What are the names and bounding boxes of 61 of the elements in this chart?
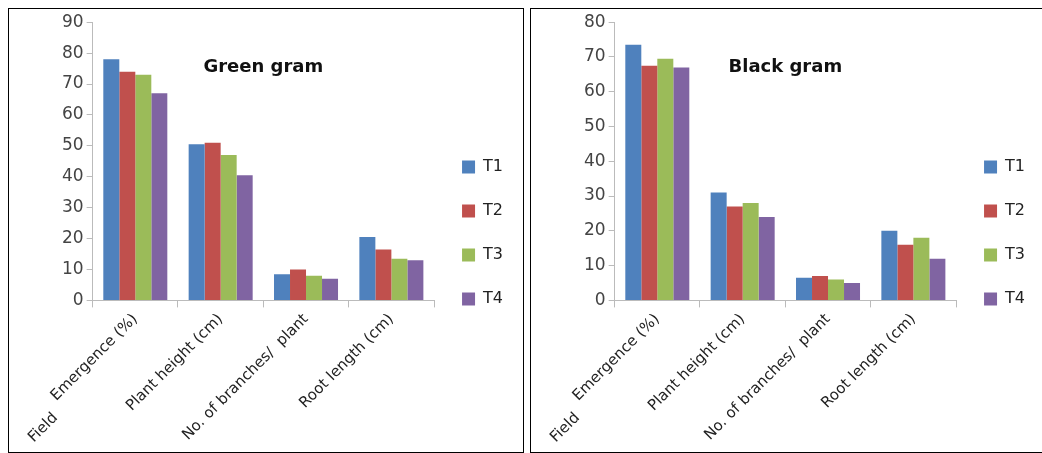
y-tick-label: 50	[583, 114, 606, 135]
bar	[375, 249, 392, 300]
bar	[103, 59, 120, 300]
legend-label: T3	[1004, 244, 1025, 264]
bar	[897, 244, 914, 300]
bar	[135, 74, 152, 300]
bar	[913, 237, 930, 300]
y-tick-label: 60	[61, 103, 84, 124]
bar	[881, 230, 898, 300]
text: Black gram	[728, 54, 843, 76]
bar	[742, 203, 759, 300]
y-tick-label: 80	[583, 10, 606, 31]
legend-label: T2	[482, 200, 503, 220]
legend-label: T1	[1004, 156, 1025, 176]
text: Green gram	[203, 54, 324, 76]
legend-label: T4	[482, 288, 503, 308]
y-tick-label: 40	[61, 165, 84, 186]
bar	[828, 279, 845, 300]
y-tick-label: 20	[583, 219, 606, 240]
bar	[322, 278, 339, 300]
y-tick-label: 30	[61, 196, 84, 217]
bar	[119, 71, 136, 300]
bar	[204, 142, 221, 300]
y-tick-label: 90	[61, 10, 84, 31]
bar	[391, 258, 408, 300]
bar	[220, 155, 237, 300]
y-tick-label: 0	[72, 288, 84, 309]
y-tick-label: 10	[61, 257, 84, 278]
legend-label: T3	[482, 244, 503, 264]
bar	[657, 58, 674, 300]
y-tick-label: 30	[583, 184, 606, 205]
y-tick-label: 70	[583, 45, 606, 66]
y-tick-label: 40	[583, 149, 606, 170]
y-tick-label: 70	[61, 72, 84, 93]
y-tick-label: 20	[61, 227, 84, 247]
bar	[929, 258, 946, 300]
legend-label: T2	[1004, 200, 1025, 220]
bar	[673, 67, 690, 300]
bar	[641, 65, 658, 300]
bar	[274, 274, 291, 300]
bar	[151, 93, 168, 300]
bar	[236, 175, 253, 300]
bar	[188, 144, 205, 300]
bar	[407, 260, 424, 300]
legend-label: T1	[482, 156, 503, 176]
y-tick-label: 10	[583, 254, 606, 275]
y-tick-label: 0	[594, 288, 606, 309]
bar	[812, 276, 829, 300]
y-tick-label: 50	[61, 134, 84, 155]
legend-label: T4	[1004, 288, 1025, 308]
bar	[710, 192, 727, 300]
bar	[306, 275, 323, 300]
bar	[758, 216, 775, 300]
bar	[796, 277, 813, 300]
y-tick-label: 60	[583, 80, 606, 101]
bar	[726, 206, 743, 300]
y-tick-label: 80	[61, 41, 84, 62]
bar	[290, 269, 307, 300]
bar	[625, 44, 642, 300]
bar	[844, 283, 861, 300]
bar	[359, 237, 376, 300]
